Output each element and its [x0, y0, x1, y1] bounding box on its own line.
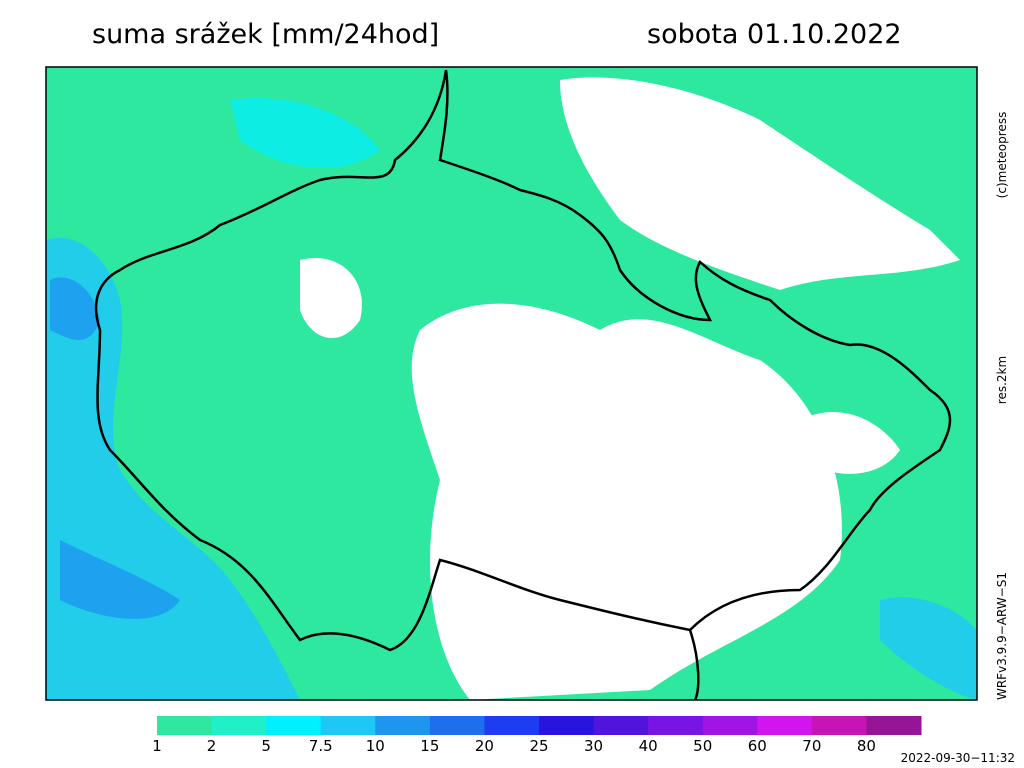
legend-label: 1 [152, 737, 162, 755]
country-border [94, 69, 952, 701]
legend-label: 50 [693, 737, 712, 755]
wet-area [230, 98, 380, 169]
legend-label: 25 [529, 737, 548, 755]
legend-swatch [702, 716, 758, 735]
map-title: suma srážek [mm/24hod] [92, 19, 439, 50]
wet-area [50, 277, 180, 619]
dry-area [300, 258, 362, 339]
legend-swatch [211, 716, 267, 735]
legend-swatch [484, 716, 540, 735]
legend-swatch [375, 716, 431, 735]
legend-label: 70 [802, 737, 821, 755]
legend-label: 7.5 [309, 737, 333, 755]
legend-label: 15 [420, 737, 439, 755]
legend-swatch [429, 716, 485, 735]
dry-area [800, 411, 900, 474]
legend-swatch [593, 716, 649, 735]
legend-label: 20 [475, 737, 494, 755]
legend-label: 5 [261, 737, 271, 755]
map-date: sobota 01.10.2022 [647, 19, 902, 50]
legend-label: 10 [366, 737, 385, 755]
legend-label: 30 [584, 737, 603, 755]
map-area [45, 66, 978, 701]
legend-swatch [866, 716, 922, 735]
timestamp: 2022-09-30−11:32 [901, 751, 1015, 765]
legend-label: 80 [857, 737, 876, 755]
legend-swatch [648, 716, 704, 735]
wet-area [880, 597, 977, 700]
legend-label: 2 [207, 737, 217, 755]
legend-label: 60 [748, 737, 767, 755]
dry-area [560, 77, 960, 290]
legend-swatch [539, 716, 595, 735]
credit: (c)meteopress [995, 112, 1009, 199]
legend-swatch [266, 716, 322, 735]
legend-swatch [757, 716, 813, 735]
color-legend: 1 2 5 7.5 10 15 20 25 30 40 50 60 70 80 [152, 716, 922, 755]
legend-swatch [320, 716, 376, 735]
model: WRFv3.9.9−ARW−S1 [995, 572, 1009, 700]
legend-swatch [811, 716, 867, 735]
map-frame [45, 66, 978, 701]
legend-label: 40 [639, 737, 658, 755]
legend-swatch [157, 716, 213, 735]
resolution: res.2km [995, 356, 1009, 404]
